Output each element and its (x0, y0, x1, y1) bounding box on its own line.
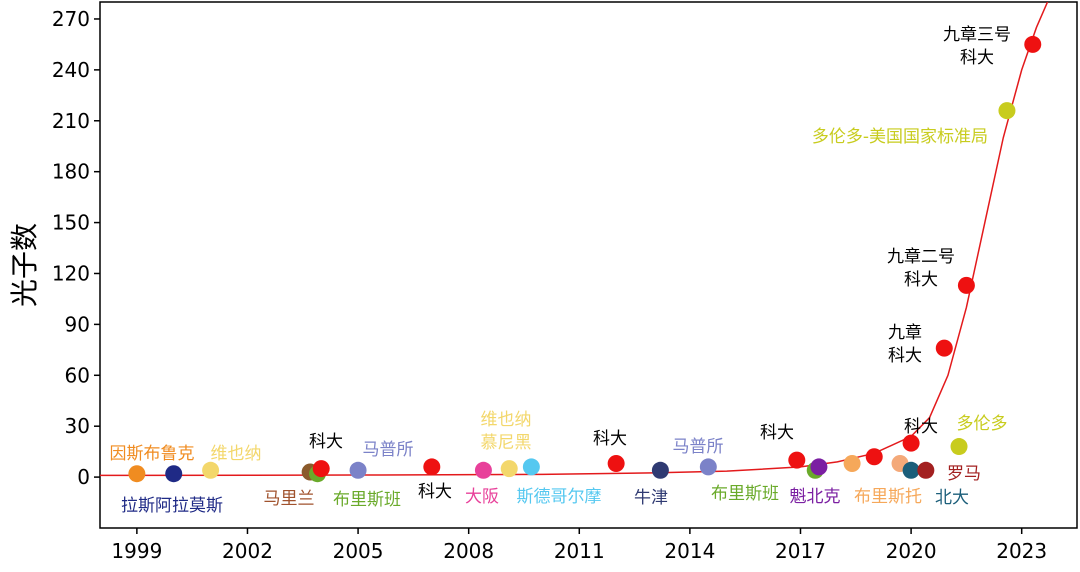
y-tick-label: 90 (65, 312, 90, 336)
point-label: 九章 (888, 323, 922, 343)
point-label: 布里斯班 (333, 490, 401, 510)
data-point (950, 438, 968, 456)
data-point (865, 448, 883, 466)
y-tick-label: 180 (52, 160, 90, 184)
data-point (788, 451, 806, 469)
x-tick-label: 2011 (554, 539, 605, 563)
point-label: 布里斯托 (854, 487, 922, 507)
y-axis-title: 光子数 (8, 223, 41, 307)
data-point (349, 461, 367, 479)
point-label: 拉斯阿拉莫斯 (121, 496, 223, 516)
data-point (902, 434, 920, 452)
point-label: 马普所 (673, 437, 724, 457)
point-label: 罗马 (947, 464, 981, 484)
data-point (917, 461, 935, 479)
x-tick-label: 1999 (111, 539, 162, 563)
data-point (843, 455, 861, 473)
fit-curve (100, 2, 1049, 477)
point-label: 科大 (904, 270, 938, 290)
data-point (1024, 35, 1042, 53)
point-label: 大阪 (465, 487, 499, 507)
y-tick-label: 150 (52, 211, 90, 235)
data-point (500, 460, 518, 478)
point-label: 多伦多-美国国家标准局 (812, 127, 988, 147)
point-label: 多伦多 (957, 414, 1008, 434)
x-tick-label: 2008 (443, 539, 494, 563)
point-label: 科大 (904, 417, 938, 437)
data-point (312, 460, 330, 478)
data-point (902, 461, 920, 479)
y-tick-label: 0 (77, 465, 90, 489)
point-label: 科大 (309, 432, 343, 452)
point-label: 科大 (960, 48, 994, 68)
data-point (651, 461, 669, 479)
data-point (522, 458, 540, 476)
data-point (423, 458, 441, 476)
data-point (957, 276, 975, 294)
point-label: 斯德哥尔摩 (517, 487, 602, 507)
data-point (935, 339, 953, 357)
point-label: 慕尼黑 (481, 433, 532, 453)
data-point (607, 455, 625, 473)
point-label: 因斯布鲁克 (110, 444, 195, 464)
data-point (810, 458, 828, 476)
point-label: 魁北克 (790, 487, 841, 507)
data-point (998, 102, 1016, 120)
point-label: 科大 (760, 423, 794, 443)
x-tick-label: 2017 (775, 539, 826, 563)
y-tick-label: 120 (52, 261, 90, 285)
point-label: 布里斯班 (711, 484, 779, 504)
x-tick-label: 2014 (664, 539, 715, 563)
y-tick-label: 60 (65, 363, 90, 387)
data-point (128, 465, 146, 483)
data-point (202, 461, 220, 479)
point-label: 维也纳 (481, 410, 532, 430)
point-label: 牛津 (634, 488, 668, 508)
point-label: 九章二号 (887, 247, 955, 267)
point-label: 维也纳 (211, 444, 262, 464)
point-label: 科大 (888, 346, 922, 366)
data-point (699, 458, 717, 476)
point-label: 科大 (418, 482, 452, 502)
point-label: 科大 (593, 429, 627, 449)
data-point (165, 465, 183, 483)
point-label: 北大 (935, 488, 969, 508)
point-label: 九章三号 (943, 25, 1011, 45)
x-tick-label: 2005 (333, 539, 384, 563)
y-tick-label: 210 (52, 109, 90, 133)
x-tick-label: 2002 (222, 539, 273, 563)
point-label: 马普所 (363, 440, 414, 460)
data-point (474, 461, 492, 479)
y-tick-label: 270 (52, 7, 90, 31)
plot-frame (99, 1, 1078, 529)
x-tick-label: 2020 (886, 539, 937, 563)
x-tick-label: 2023 (996, 539, 1047, 563)
y-tick-label: 30 (65, 414, 90, 438)
y-tick-label: 240 (52, 58, 90, 82)
point-label: 马里兰 (264, 489, 315, 509)
